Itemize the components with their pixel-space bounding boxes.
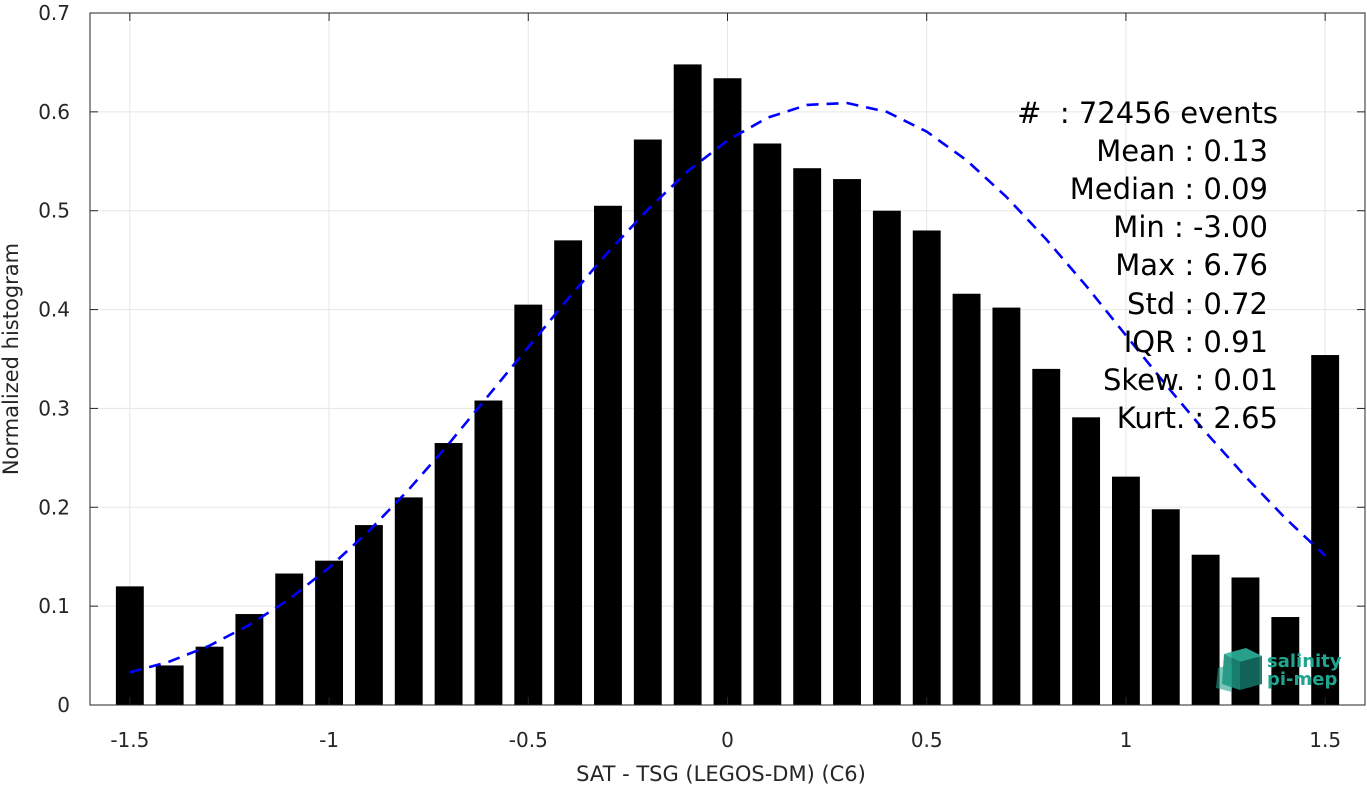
y-tick-label-7: 0.7 xyxy=(38,1,70,25)
bar-7 xyxy=(394,497,423,705)
bar-20 xyxy=(912,230,941,705)
y-tick-labels: 0 0.1 0.2 0.3 0.4 0.5 0.6 0.7 xyxy=(38,1,70,717)
bar-6 xyxy=(354,525,383,705)
bar-17 xyxy=(793,168,822,706)
bar-9 xyxy=(474,400,503,705)
bar-29 xyxy=(1271,617,1300,705)
stat-median: Median : 0.09 xyxy=(1070,172,1268,206)
y-tick-label-0: 0 xyxy=(57,693,70,717)
cube-icon xyxy=(1216,648,1262,692)
bar-3 xyxy=(235,614,264,705)
stat-kurt: Kurt. : 2.65 xyxy=(1117,401,1278,435)
x-tick-label-1: -1 xyxy=(319,728,339,752)
bar-1 xyxy=(155,665,184,705)
y-tick-label-6: 0.6 xyxy=(38,100,70,124)
bar-10 xyxy=(514,304,543,705)
bar-8 xyxy=(434,443,463,705)
x-tick-label-0: -1.5 xyxy=(110,728,149,752)
y-tick-label-5: 0.5 xyxy=(38,199,70,223)
y-tick-label-3: 0.3 xyxy=(38,396,70,420)
stats-annotation: # : 72456 events Mean : 0.13 Median : 0.… xyxy=(1017,96,1278,435)
logo-text-salinity: salinity xyxy=(1267,651,1342,672)
bar-12 xyxy=(594,205,622,705)
bar-21 xyxy=(952,293,981,705)
x-tick-label-2: -0.5 xyxy=(509,728,548,752)
bar-4 xyxy=(275,573,304,705)
x-tick-label-5: 1 xyxy=(1120,728,1133,752)
bar-15 xyxy=(713,78,742,705)
bar-30 xyxy=(1311,355,1340,705)
bar-14 xyxy=(673,64,702,706)
histogram-bars xyxy=(115,64,1340,706)
bar-16 xyxy=(753,143,782,705)
x-tick-label-3: 0 xyxy=(721,728,734,752)
bar-25 xyxy=(1111,476,1140,705)
bar-0 xyxy=(115,586,144,705)
bar-19 xyxy=(872,210,901,705)
bar-18 xyxy=(833,179,861,705)
salinity-pimep-logo: salinity pi-mep xyxy=(1216,648,1342,692)
y-tick-label-2: 0.2 xyxy=(38,495,70,519)
bar-11 xyxy=(554,240,583,705)
stat-std: Std : 0.72 xyxy=(1127,287,1268,321)
y-tick-label-4: 0.4 xyxy=(38,298,70,322)
stat-events: # : 72456 events xyxy=(1017,96,1278,130)
x-axis-label: SAT - TSG (LEGOS-DM) (C6) xyxy=(576,762,866,785)
bar-5 xyxy=(315,560,344,705)
stat-min: Min : -3.00 xyxy=(1113,210,1268,244)
fit-curve xyxy=(129,101,1327,674)
logo-text-pimep: pi-mep xyxy=(1267,669,1337,690)
tick-marks xyxy=(90,12,1365,706)
stat-mean: Mean : 0.13 xyxy=(1096,134,1268,168)
bar-23 xyxy=(1032,368,1061,705)
bar-2 xyxy=(195,646,224,705)
y-axis-label: Normalized histogram xyxy=(0,243,23,475)
bar-27 xyxy=(1191,554,1220,705)
x-tick-label-4: 0.5 xyxy=(911,728,943,752)
x-tick-labels: -1.5 -1 -0.5 0 0.5 1 1.5 xyxy=(110,728,1341,752)
bar-24 xyxy=(1072,417,1101,705)
y-tick-label-1: 0.1 xyxy=(38,594,70,618)
stat-max: Max : 6.76 xyxy=(1115,248,1268,282)
bar-13 xyxy=(633,139,662,706)
bar-26 xyxy=(1151,509,1180,705)
bar-22 xyxy=(992,307,1021,705)
x-tick-label-6: 1.5 xyxy=(1309,728,1341,752)
stat-skew: Skew. : 0.01 xyxy=(1103,363,1278,397)
stat-iqr: IQR : 0.91 xyxy=(1124,325,1268,359)
